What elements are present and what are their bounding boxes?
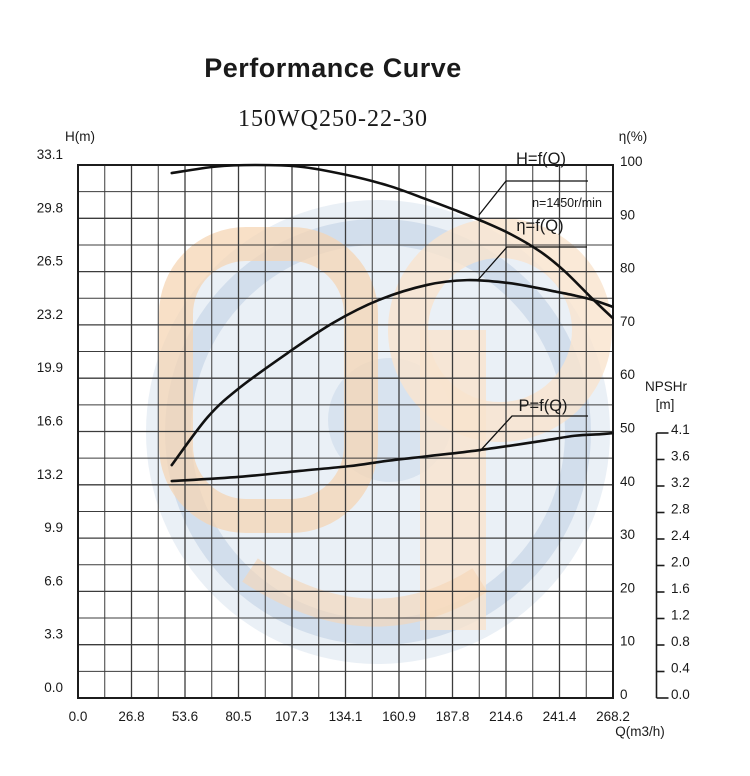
x-axis-tick-label: 80.5 xyxy=(225,709,251,724)
right-axis-tick-label: 90 xyxy=(620,207,635,222)
right-axis-tick-label: 100 xyxy=(620,154,643,169)
x-axis-title: Q(m3/h) xyxy=(615,724,665,739)
curve-head xyxy=(170,163,614,320)
right-axis-tick-label: 40 xyxy=(620,474,635,489)
npshr-axis xyxy=(655,432,669,699)
leader-power xyxy=(479,415,588,452)
left-axis-tick-label: 19.9 xyxy=(37,360,63,375)
leader-head xyxy=(478,180,588,216)
x-axis-tick-label: 268.2 xyxy=(596,709,630,724)
x-axis-tick-label: 134.1 xyxy=(329,709,363,724)
npshr-tick-label: 2.4 xyxy=(671,528,690,543)
x-axis-tick-label: 0.0 xyxy=(69,709,88,724)
npshr-tick-label: 2.0 xyxy=(671,555,690,570)
npshr-axis-title: NPSHr xyxy=(644,379,688,394)
npshr-axis-unit: [m] xyxy=(655,397,675,412)
x-axis-tick-label: 107.3 xyxy=(275,709,309,724)
npshr-tick-label: 1.6 xyxy=(671,581,690,596)
npshr-tick-label: 4.1 xyxy=(671,422,690,437)
curve-power xyxy=(170,431,614,483)
left-axis-tick-label: 13.2 xyxy=(37,467,63,482)
npshr-tick-label: 0.4 xyxy=(671,661,690,676)
x-axis-tick-label: 214.6 xyxy=(489,709,523,724)
right-axis-tick-label: 70 xyxy=(620,314,635,329)
right-axis-tick-label: 30 xyxy=(620,527,635,542)
right-axis-tick-label: 0 xyxy=(620,687,628,702)
curve-efficiency xyxy=(170,278,614,467)
right-axis-tick-label: 80 xyxy=(620,261,635,276)
curves xyxy=(170,163,614,483)
left-axis-tick-label: 9.9 xyxy=(44,520,63,535)
right-axis-tick-label: 50 xyxy=(620,421,635,436)
label-leader-lines xyxy=(476,180,588,452)
x-axis-tick-label: 187.8 xyxy=(436,709,470,724)
npshr-tick-label: 1.2 xyxy=(671,608,690,623)
left-axis-tick-label: 0.0 xyxy=(44,680,63,695)
curve-label-power: P=f(Q) xyxy=(518,397,568,415)
pump-model-subtitle: 150WQ250-22-30 xyxy=(238,106,428,132)
x-axis-tick-label: 241.4 xyxy=(543,709,577,724)
left-axis-tick-label: 29.8 xyxy=(37,200,63,215)
x-axis-tick-label: 160.9 xyxy=(382,709,416,724)
right-axis-tick-label: 10 xyxy=(620,634,635,649)
left-axis-tick-label: 3.3 xyxy=(44,627,63,642)
left-axis-tick-label: 26.5 xyxy=(37,254,63,269)
page-title: Performance Curve xyxy=(204,53,462,83)
right-axis-tick-label: 20 xyxy=(620,580,635,595)
left-axis-tick-label: 16.6 xyxy=(37,414,63,429)
left-axis-tick-label: 23.2 xyxy=(37,307,63,322)
left-axis-tick-label: 33.1 xyxy=(37,147,63,162)
leader-efficiency xyxy=(476,246,587,282)
npshr-tick-label: 2.8 xyxy=(671,502,690,517)
speed-annotation: n=1450r/min xyxy=(532,196,602,210)
x-axis-tick-label: 26.8 xyxy=(118,709,144,724)
curve-label-head: H=f(Q) xyxy=(516,150,566,168)
left-axis-title: H(m) xyxy=(65,129,95,144)
x-axis-tick-label: 53.6 xyxy=(172,709,198,724)
npshr-tick-label: 3.6 xyxy=(671,449,690,464)
curve-label-efficiency: η=f(Q) xyxy=(516,217,564,235)
npshr-tick-label: 3.2 xyxy=(671,475,690,490)
npshr-tick-label: 0.8 xyxy=(671,634,690,649)
npshr-tick-label: 0.0 xyxy=(671,687,690,702)
plot-grid xyxy=(77,164,614,699)
axis-tick-labels: 33.1 29.8 26.5 23.2 19.9 16.6 13.2 9.9 6.6 3.3 0.0… xyxy=(37,147,691,724)
left-axis-tick-label: 6.6 xyxy=(44,573,63,588)
right-axis-tick-label: 60 xyxy=(620,367,635,382)
right-axis-title: η(%) xyxy=(618,129,648,144)
